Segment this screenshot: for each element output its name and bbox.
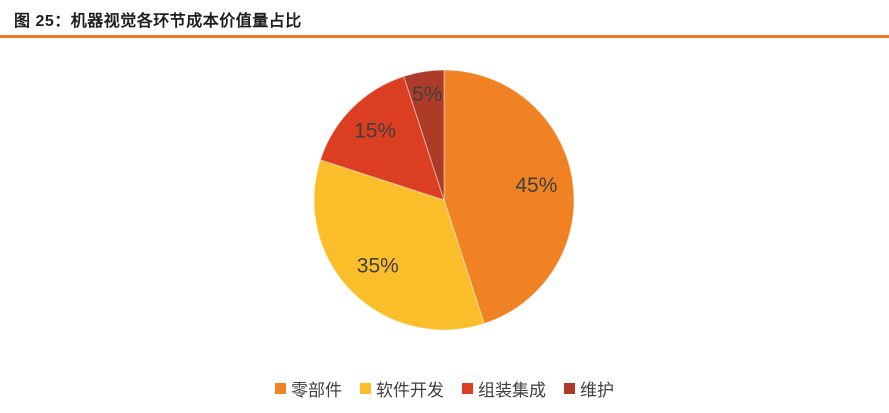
pie-slice-软件开发 <box>313 159 485 331</box>
legend-label: 组装集成 <box>478 381 546 400</box>
legend-swatch-icon <box>275 383 286 394</box>
legend-item-零部件: 零部件 <box>275 376 342 401</box>
legend-item-组装集成: 组装集成 <box>462 376 546 401</box>
legend-label: 软件开发 <box>376 381 444 400</box>
pie-value-label: 15% <box>354 120 396 143</box>
legend-swatch-icon <box>360 383 371 394</box>
legend-swatch-icon <box>462 383 473 394</box>
pie-slice-组装集成 <box>319 75 445 201</box>
pie-value-label: 5% <box>412 83 442 106</box>
legend-item-软件开发: 软件开发 <box>360 376 444 401</box>
title-underline <box>0 35 889 38</box>
legend-label: 维护 <box>580 381 614 400</box>
pie-value-label: 35% <box>357 255 399 278</box>
pie-slice-维护 <box>403 69 445 201</box>
pie-value-label: 45% <box>515 174 557 197</box>
pie-slice-零部件 <box>443 69 575 325</box>
pie-svg: 45% 35% 15% 5% <box>313 69 575 331</box>
legend: 零部件 软件开发 组装集成 维护 <box>0 376 889 401</box>
legend-label: 零部件 <box>291 381 342 400</box>
figure-title: 图 25：机器视觉各环节成本价值量占比 <box>14 13 302 30</box>
legend-item-维护: 维护 <box>564 376 614 401</box>
legend-swatch-icon <box>564 383 575 394</box>
